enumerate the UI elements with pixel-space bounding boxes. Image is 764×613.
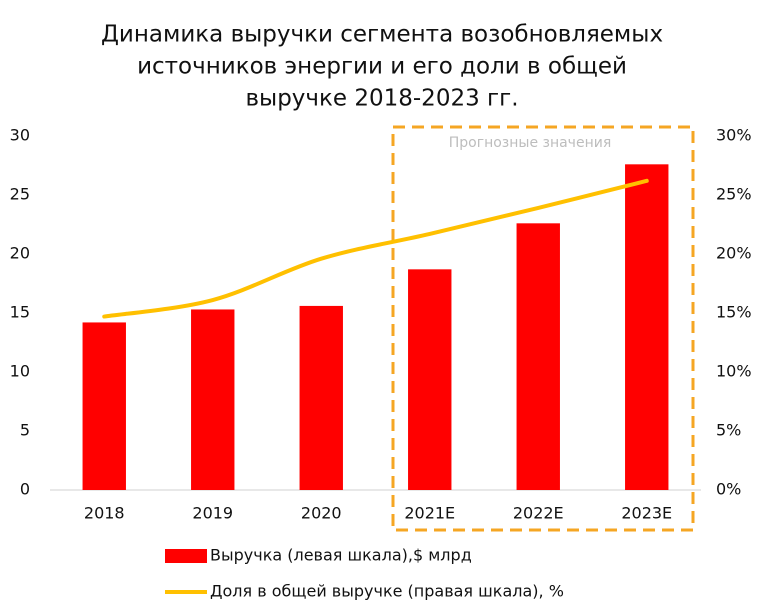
y-tick-label: 10 (10, 362, 30, 381)
y-tick-label: 30 (10, 126, 30, 145)
x-tick-label: 2020 (301, 504, 342, 523)
y-tick-label: 25 (10, 185, 30, 204)
y2-tick-label: 5% (716, 421, 741, 440)
bar (191, 309, 235, 490)
legend-label: Выручка (левая шкала),$ млрд (210, 546, 472, 565)
y2-tick-label: 15% (716, 303, 752, 322)
y-tick-label: 0 (20, 480, 30, 499)
chart-title: Динамика выручки сегмента возобновляемых (101, 22, 663, 48)
y2-tick-label: 25% (716, 185, 752, 204)
legend-label: Доля в общей выручке (правая шкала), % (210, 582, 564, 601)
x-tick-label: 2018 (84, 504, 125, 523)
y-tick-label: 5 (20, 421, 30, 440)
x-tick-label: 2022E (513, 504, 564, 523)
y2-tick-label: 10% (716, 362, 752, 381)
y2-tick-label: 20% (716, 244, 752, 263)
y-tick-label: 20 (10, 244, 30, 263)
chart-title: источников энергии и его доли в общей (137, 54, 627, 80)
bar (299, 305, 343, 490)
annotation: Прогнозные значения (449, 135, 612, 151)
bar (82, 322, 126, 490)
chart-title: выручке 2018-2023 гг. (245, 86, 518, 112)
forecast-box (391, 125, 695, 532)
y-tick-label: 15 (10, 303, 30, 322)
y2-tick-label: 0% (716, 480, 741, 499)
bar (408, 269, 452, 490)
y2-tick-label: 30% (716, 126, 752, 145)
line (102, 178, 649, 319)
bar (625, 164, 669, 490)
legend-swatch (165, 549, 207, 563)
x-tick-label: 2019 (192, 504, 233, 523)
x-tick-label: 2023E (621, 504, 672, 523)
x-tick-label: 2021E (404, 504, 455, 523)
bar (516, 223, 560, 490)
